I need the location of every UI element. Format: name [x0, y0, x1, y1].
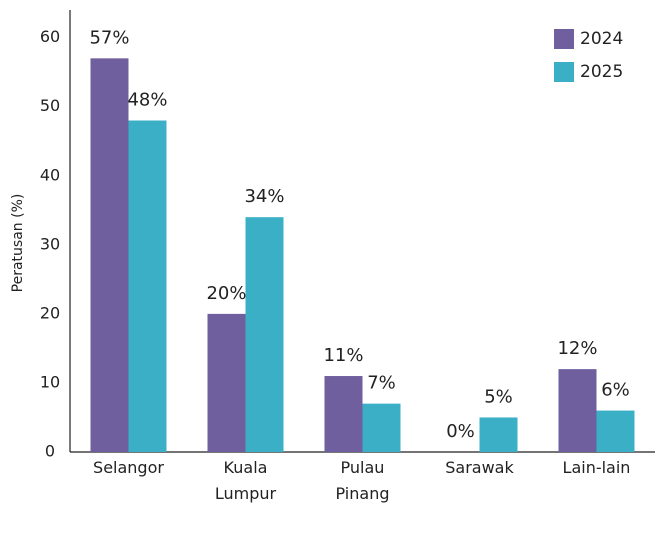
- legend-swatch: [554, 29, 574, 49]
- value-label: 20%: [206, 283, 246, 304]
- x-tick-label: Sarawak: [445, 458, 514, 477]
- bar: [245, 217, 284, 452]
- value-label: 6%: [601, 380, 630, 401]
- bar: [207, 313, 246, 452]
- value-label: 12%: [557, 338, 597, 359]
- y-tick-label: 50: [40, 96, 60, 115]
- bar: [558, 369, 597, 452]
- bar: [479, 417, 518, 452]
- y-axis-title: Peratusan (%): [10, 194, 26, 293]
- value-label: 0%: [446, 421, 475, 442]
- y-tick-label: 0: [45, 442, 55, 461]
- value-label: 11%: [323, 345, 363, 366]
- y-tick-label: 30: [40, 234, 60, 253]
- value-label: 57%: [89, 27, 129, 48]
- legend-label: 2024: [580, 29, 623, 49]
- value-label: 7%: [367, 373, 396, 394]
- bar: [324, 376, 363, 452]
- bar: [596, 410, 635, 452]
- legend-swatch: [554, 62, 574, 82]
- value-label: 5%: [484, 386, 513, 407]
- y-tick-label: 40: [40, 165, 60, 184]
- bar: [362, 403, 401, 452]
- value-label: 48%: [127, 90, 167, 111]
- bar: [128, 120, 167, 452]
- x-tick-label: Pulau Pinang: [335, 458, 390, 503]
- y-tick-label: 20: [40, 303, 60, 322]
- x-tick-label: Lain-lain: [562, 458, 631, 477]
- value-label: 34%: [244, 186, 284, 207]
- y-tick-label: 10: [40, 372, 60, 391]
- x-tick-label: Selangor: [93, 458, 164, 477]
- legend-label: 2025: [580, 62, 623, 82]
- bar: [90, 58, 129, 452]
- y-tick-label: 60: [40, 27, 60, 46]
- x-tick-label: Kuala Lumpur: [214, 458, 277, 503]
